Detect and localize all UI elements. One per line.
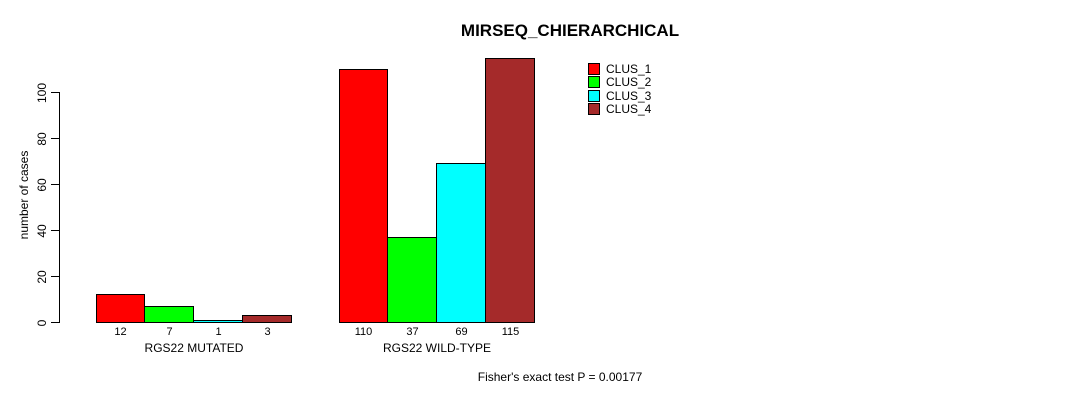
legend-item: CLUS_4 xyxy=(588,101,652,116)
bar-value-label: 3 xyxy=(264,326,271,338)
bar-value-label: 37 xyxy=(406,326,419,338)
bar xyxy=(193,319,243,323)
bar xyxy=(96,294,145,323)
footnote: Fisher's exact test P = 0.00177 xyxy=(477,370,643,384)
legend-swatch xyxy=(588,89,600,102)
legend-item-label: CLUS_1 xyxy=(606,62,652,76)
bar xyxy=(242,315,292,323)
legend-swatch xyxy=(588,102,600,115)
legend-item-label: CLUS_2 xyxy=(606,75,652,90)
y-axis-tick xyxy=(51,138,59,139)
legend-swatch xyxy=(588,63,600,75)
bar xyxy=(339,69,388,323)
y-axis-tick-label: 60 xyxy=(35,177,49,192)
legend-item-label: CLUS_3 xyxy=(606,88,652,103)
legend: CLUS_1 CLUS_2 CLUS_3 CLUS_4 xyxy=(588,62,652,116)
bar xyxy=(436,163,486,323)
legend-item-label: CLUS_4 xyxy=(606,101,652,116)
bar-value-label: 69 xyxy=(455,326,468,338)
y-axis-tick-label: 80 xyxy=(35,131,49,146)
y-axis-tick-label: 100 xyxy=(35,82,49,103)
bar-value-label: 115 xyxy=(501,326,520,338)
bar xyxy=(387,236,437,323)
bar xyxy=(144,305,194,323)
bar-value-label: 1 xyxy=(215,326,222,338)
y-axis-tick xyxy=(51,276,59,277)
y-axis-tick-label: 40 xyxy=(35,223,49,238)
group-label: RGS22 WILD-TYPE xyxy=(382,341,492,355)
bar-value-label: 7 xyxy=(166,326,173,338)
legend-item: CLUS_1 xyxy=(588,62,652,76)
y-axis-tick xyxy=(51,92,59,93)
bar xyxy=(485,57,535,323)
group-label: RGS22 MUTATED xyxy=(144,341,244,355)
chart-title: MIRSEQ_CHIERARCHICAL xyxy=(460,21,680,40)
y-axis-tick xyxy=(51,230,59,231)
y-axis-tick-label: 20 xyxy=(35,269,49,284)
y-axis-tick xyxy=(51,184,59,185)
bar-value-label: 110 xyxy=(354,326,373,338)
y-axis-label: number of cases xyxy=(17,150,31,240)
legend-item: CLUS_2 xyxy=(588,75,652,90)
legend-item: CLUS_3 xyxy=(588,88,652,103)
y-axis-tick-label: 0 xyxy=(35,319,49,326)
bar-value-label: 12 xyxy=(114,326,127,338)
legend-swatch xyxy=(588,76,600,89)
y-axis-tick xyxy=(51,322,59,323)
y-axis-line xyxy=(59,92,60,323)
